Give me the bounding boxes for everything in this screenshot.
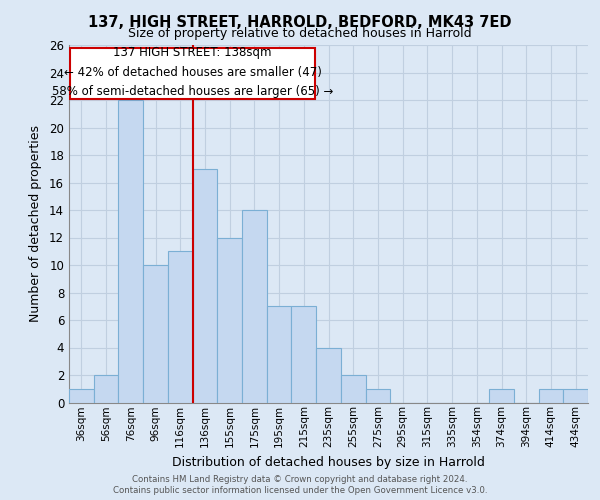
Bar	[267, 306, 292, 402]
FancyBboxPatch shape	[70, 48, 315, 100]
Bar	[341, 375, 365, 402]
Text: Contains HM Land Registry data © Crown copyright and database right 2024.: Contains HM Land Registry data © Crown c…	[132, 474, 468, 484]
Bar	[193, 169, 217, 402]
Text: 137 HIGH STREET: 138sqm: 137 HIGH STREET: 138sqm	[113, 46, 272, 59]
Bar	[292, 306, 316, 402]
Bar	[539, 389, 563, 402]
Bar	[365, 389, 390, 402]
Bar	[316, 348, 341, 403]
Bar	[563, 389, 588, 402]
Bar	[242, 210, 267, 402]
Text: 137, HIGH STREET, HARROLD, BEDFORD, MK43 7ED: 137, HIGH STREET, HARROLD, BEDFORD, MK43…	[88, 15, 512, 30]
Text: Size of property relative to detached houses in Harrold: Size of property relative to detached ho…	[128, 28, 472, 40]
Bar	[489, 389, 514, 402]
Y-axis label: Number of detached properties: Number of detached properties	[29, 125, 42, 322]
Text: ← 42% of detached houses are smaller (47): ← 42% of detached houses are smaller (47…	[64, 66, 322, 79]
Text: 58% of semi-detached houses are larger (65) →: 58% of semi-detached houses are larger (…	[52, 85, 333, 98]
X-axis label: Distribution of detached houses by size in Harrold: Distribution of detached houses by size …	[172, 456, 485, 468]
Bar	[217, 238, 242, 402]
Bar	[94, 375, 118, 402]
Bar	[168, 252, 193, 402]
Bar	[143, 265, 168, 402]
Bar	[69, 389, 94, 402]
Text: Contains public sector information licensed under the Open Government Licence v3: Contains public sector information licen…	[113, 486, 487, 495]
Bar	[118, 100, 143, 402]
